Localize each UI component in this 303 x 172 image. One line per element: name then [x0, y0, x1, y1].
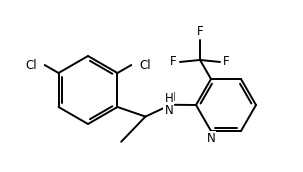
Text: H
N: H N: [165, 92, 173, 117]
Text: Cl: Cl: [25, 58, 37, 72]
Text: Cl: Cl: [139, 58, 151, 72]
Text: H: H: [167, 94, 175, 104]
Text: F: F: [170, 55, 177, 68]
Text: N: N: [207, 132, 215, 145]
Text: N: N: [166, 91, 175, 104]
Text: F: F: [223, 55, 230, 68]
Text: F: F: [197, 25, 203, 38]
